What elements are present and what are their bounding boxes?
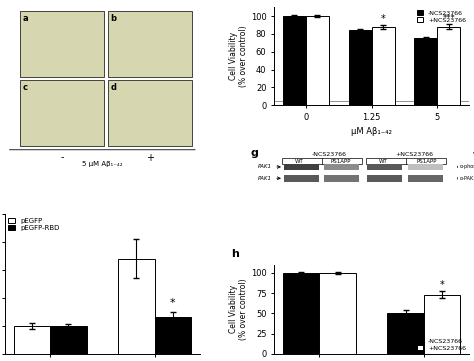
FancyBboxPatch shape — [108, 12, 192, 77]
Bar — [349, 30, 372, 105]
Bar — [438, 27, 460, 105]
Text: +NCS23766: +NCS23766 — [396, 152, 434, 157]
Bar — [283, 16, 306, 105]
Bar — [50, 326, 87, 354]
Y-axis label: Cell Viability
(% over control): Cell Viability (% over control) — [228, 25, 248, 87]
Legend: pEGFP, pEGFP-RBD: pEGFP, pEGFP-RBD — [8, 218, 60, 231]
Bar — [408, 175, 443, 182]
Text: -: - — [61, 153, 64, 162]
Legend: -NCS23766, +NCS23766: -NCS23766, +NCS23766 — [417, 10, 466, 23]
Bar — [282, 158, 362, 164]
Bar — [367, 164, 402, 170]
Bar — [283, 273, 319, 354]
Bar — [387, 313, 424, 354]
Text: h: h — [231, 249, 239, 260]
Bar — [155, 317, 191, 354]
Text: α-PAK1: α-PAK1 — [459, 176, 474, 181]
Bar — [306, 16, 329, 105]
Text: *: * — [440, 280, 445, 290]
Bar — [408, 164, 443, 170]
Text: -NCS23766: -NCS23766 — [311, 152, 346, 157]
Text: PAK1: PAK1 — [258, 164, 272, 169]
Bar — [366, 158, 446, 164]
Text: +: + — [146, 153, 154, 162]
Legend: -NCS23766, +NCS23766: -NCS23766, +NCS23766 — [417, 338, 466, 351]
Bar — [324, 175, 359, 182]
Text: PS1APP: PS1APP — [416, 159, 437, 164]
Y-axis label: Cell Viability
(% over control): Cell Viability (% over control) — [228, 278, 248, 340]
FancyBboxPatch shape — [20, 80, 104, 145]
Text: W.B.:: W.B.: — [473, 152, 474, 157]
Text: WT: WT — [379, 159, 388, 164]
Text: g: g — [251, 148, 258, 158]
Bar — [284, 164, 319, 170]
Text: a: a — [22, 14, 28, 23]
Text: b: b — [110, 14, 116, 23]
FancyBboxPatch shape — [108, 80, 192, 145]
Text: α-phosphoPAK1: α-phosphoPAK1 — [459, 164, 474, 169]
Text: f: f — [231, 0, 236, 1]
Bar — [372, 27, 395, 105]
Bar — [118, 259, 155, 354]
Text: PS1APP: PS1APP — [330, 159, 351, 164]
X-axis label: μM Aβ₁₋₄₂: μM Aβ₁₋₄₂ — [351, 127, 392, 136]
Bar — [284, 175, 319, 182]
Text: d: d — [110, 83, 116, 92]
Bar — [319, 273, 356, 354]
Text: *: * — [381, 14, 385, 24]
Bar — [324, 164, 359, 170]
Text: c: c — [22, 83, 27, 92]
Text: WT: WT — [295, 159, 304, 164]
Bar — [14, 326, 50, 354]
Bar — [367, 175, 402, 182]
FancyBboxPatch shape — [20, 12, 104, 77]
Bar — [414, 38, 438, 105]
Text: PAK1: PAK1 — [258, 176, 272, 181]
Text: ***: *** — [443, 14, 455, 23]
Text: 5 μM Aβ₁₋₄₂: 5 μM Aβ₁₋₄₂ — [82, 161, 123, 167]
Text: *: * — [170, 298, 175, 308]
Bar — [424, 295, 460, 354]
